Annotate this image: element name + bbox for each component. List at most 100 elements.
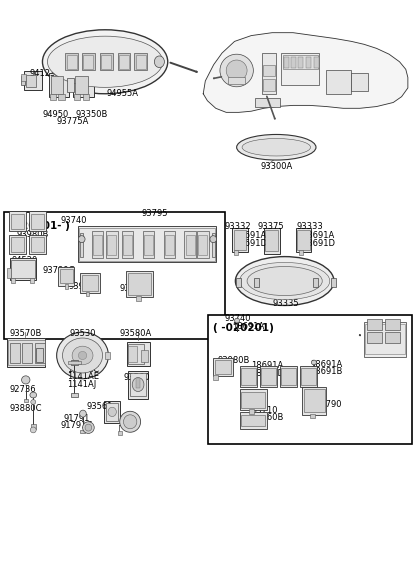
- Text: 93332: 93332: [225, 222, 251, 231]
- Text: 92736: 92736: [9, 385, 36, 394]
- Text: 18691A: 18691A: [251, 361, 284, 370]
- Bar: [364, 322, 406, 357]
- Ellipse shape: [132, 378, 144, 392]
- Bar: [35, 343, 45, 363]
- Text: 93530: 93530: [69, 329, 96, 338]
- Text: 93960B: 93960B: [251, 413, 284, 422]
- Bar: [260, 366, 277, 387]
- Text: 93375: 93375: [258, 222, 285, 231]
- Bar: [107, 234, 116, 255]
- Text: 18691D: 18691D: [251, 369, 284, 378]
- Ellipse shape: [154, 56, 164, 68]
- Text: 94950: 94950: [43, 110, 69, 118]
- Bar: [130, 373, 147, 396]
- Bar: [137, 378, 140, 388]
- Bar: [78, 226, 216, 262]
- Bar: [101, 55, 111, 69]
- Bar: [279, 366, 297, 387]
- Bar: [80, 430, 85, 433]
- Bar: [74, 94, 80, 100]
- Text: 93740: 93740: [225, 314, 251, 323]
- Text: 18691A: 18691A: [310, 360, 342, 368]
- Text: 94955A: 94955A: [106, 89, 139, 99]
- Bar: [236, 278, 241, 287]
- Bar: [36, 349, 43, 363]
- Bar: [4, 212, 225, 339]
- Text: 91791: 91791: [64, 414, 90, 423]
- Bar: [297, 230, 310, 250]
- Ellipse shape: [85, 424, 92, 431]
- Bar: [240, 413, 267, 429]
- Text: 94123A: 94123A: [29, 69, 61, 78]
- Bar: [163, 231, 175, 258]
- Bar: [367, 332, 382, 343]
- Ellipse shape: [120, 412, 141, 432]
- Text: 93561: 93561: [87, 402, 113, 411]
- Bar: [367, 319, 382, 330]
- Bar: [11, 278, 16, 283]
- Bar: [106, 403, 119, 420]
- Ellipse shape: [242, 139, 310, 156]
- Text: 93570B: 93570B: [9, 329, 41, 338]
- Bar: [215, 360, 231, 374]
- Text: 18691D: 18691D: [235, 238, 268, 248]
- Text: 93580A: 93580A: [119, 329, 151, 338]
- Bar: [100, 53, 113, 71]
- Bar: [282, 55, 318, 69]
- Bar: [82, 275, 98, 291]
- Text: 93350B: 93350B: [75, 110, 108, 118]
- Bar: [240, 366, 257, 387]
- Text: 93300A: 93300A: [260, 162, 292, 171]
- Ellipse shape: [30, 392, 36, 398]
- Bar: [310, 413, 315, 418]
- Text: 93710: 93710: [251, 406, 278, 415]
- Text: 93880C: 93880C: [9, 405, 41, 413]
- Bar: [232, 227, 248, 252]
- Ellipse shape: [235, 318, 240, 323]
- Ellipse shape: [237, 135, 316, 160]
- Bar: [126, 271, 153, 297]
- Bar: [300, 366, 317, 387]
- Bar: [234, 230, 246, 250]
- Text: 18691B: 18691B: [310, 367, 342, 376]
- Bar: [197, 231, 209, 258]
- Text: 1129EC: 1129EC: [67, 365, 100, 374]
- Ellipse shape: [83, 422, 94, 433]
- Bar: [184, 231, 196, 258]
- Bar: [234, 250, 238, 255]
- Ellipse shape: [80, 410, 86, 417]
- Ellipse shape: [47, 36, 163, 87]
- Ellipse shape: [31, 400, 36, 405]
- Bar: [75, 76, 88, 94]
- Ellipse shape: [124, 415, 137, 429]
- Bar: [80, 273, 100, 293]
- Bar: [264, 227, 279, 254]
- Bar: [31, 424, 36, 429]
- Bar: [22, 343, 32, 363]
- Bar: [352, 73, 368, 91]
- Bar: [141, 350, 148, 363]
- Bar: [30, 278, 34, 283]
- Bar: [29, 211, 46, 231]
- Bar: [93, 234, 102, 255]
- Bar: [9, 211, 26, 231]
- Text: 94520: 94520: [12, 255, 38, 265]
- Bar: [304, 389, 325, 413]
- Ellipse shape: [30, 427, 36, 433]
- Bar: [83, 55, 93, 69]
- Ellipse shape: [226, 60, 247, 81]
- Bar: [306, 57, 311, 68]
- Bar: [123, 234, 132, 255]
- Bar: [50, 94, 56, 100]
- Bar: [67, 55, 77, 69]
- Bar: [58, 94, 65, 100]
- Bar: [365, 324, 404, 354]
- Bar: [71, 393, 78, 398]
- Bar: [31, 237, 44, 252]
- Ellipse shape: [240, 262, 330, 300]
- Ellipse shape: [78, 236, 85, 243]
- Bar: [29, 234, 46, 254]
- Bar: [65, 284, 68, 289]
- Bar: [128, 273, 151, 295]
- Text: 93980B: 93980B: [218, 356, 250, 364]
